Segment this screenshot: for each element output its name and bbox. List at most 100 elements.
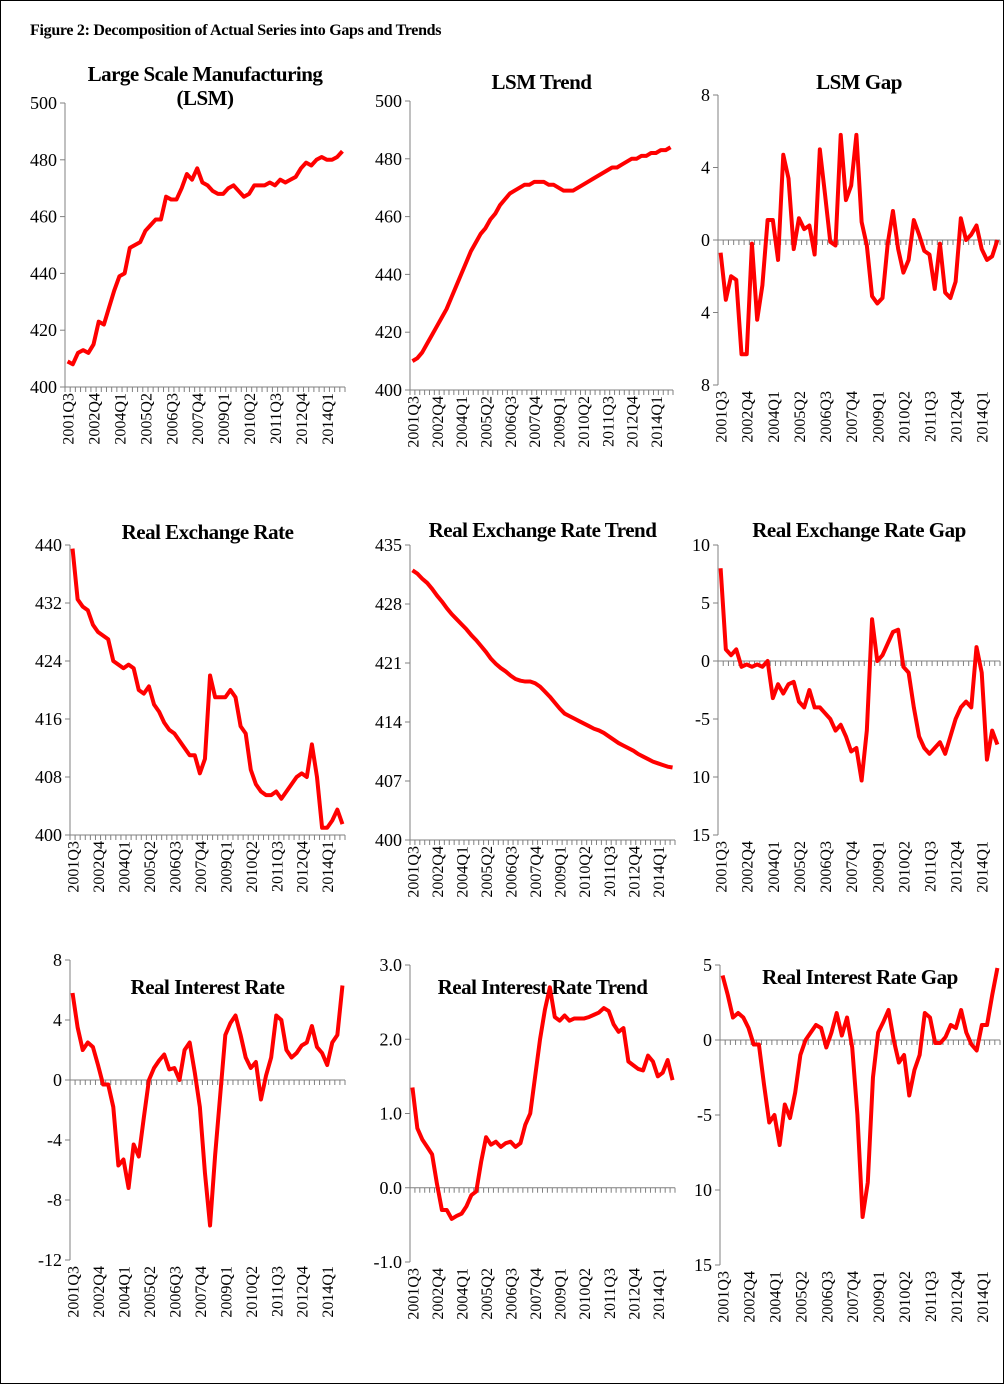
x-tick-label: 2007Q4 (528, 1268, 545, 1320)
x-tick-label: 2012Q4 (949, 841, 966, 893)
y-tick-label: -1.0 (374, 1252, 403, 1272)
x-tick-label: 2011Q3 (268, 393, 285, 444)
x-tick-label: 2014Q1 (320, 841, 337, 893)
x-tick-label: 2005Q2 (142, 1266, 159, 1318)
x-tick-label: 2012Q4 (625, 396, 642, 448)
x-tick-label: 2009Q1 (552, 396, 569, 448)
y-tick-label: 432 (35, 593, 62, 613)
x-tick-label: 2011Q3 (600, 396, 617, 447)
x-tick-label: 2007Q4 (528, 846, 545, 898)
x-tick-label: 2010Q2 (244, 841, 261, 893)
x-tick-label: 2014Q1 (651, 846, 668, 898)
x-tick-label: 2010Q2 (896, 391, 913, 443)
x-tick-label: 2006Q3 (818, 841, 835, 893)
x-tick-label: 2007Q4 (527, 396, 544, 448)
x-tick-label: 2014Q1 (649, 396, 666, 448)
y-tick-label: 420 (30, 320, 57, 340)
x-tick-label: 2010Q2 (897, 1271, 914, 1323)
x-tick-label: 2005Q2 (142, 841, 159, 893)
x-tick-label: 2010Q2 (577, 1268, 594, 1320)
chart-title: Real Interest Rate Gap (762, 965, 958, 989)
x-tick-label: 2002Q4 (91, 1266, 108, 1318)
x-tick-label: 2006Q3 (164, 393, 181, 445)
x-tick-label: 2011Q3 (923, 391, 940, 442)
x-tick-label: 2002Q4 (430, 846, 447, 898)
x-tick-label: 2010Q2 (242, 393, 259, 445)
x-tick-label: 2001Q3 (714, 391, 731, 443)
x-tick-label: 2007Q4 (193, 841, 210, 893)
x-tick-label: 2002Q4 (740, 391, 757, 443)
x-tick-label: 2006Q3 (167, 841, 184, 893)
x-tick-label: 2006Q3 (503, 396, 520, 448)
x-tick-label: 2009Q1 (871, 1271, 888, 1323)
x-tick-label: 2005Q2 (478, 396, 495, 448)
x-tick-label: 2009Q1 (218, 1266, 235, 1318)
y-tick-label: 8 (53, 950, 62, 970)
x-tick-label: 2014Q1 (975, 391, 992, 443)
x-tick-label: 2005Q2 (138, 393, 155, 445)
x-tick-label: 2002Q4 (91, 841, 108, 893)
x-tick-label: 2014Q1 (651, 1268, 668, 1320)
x-tick-label: 2012Q4 (626, 846, 643, 898)
x-tick-label: 2002Q4 (430, 396, 447, 448)
x-tick-label: 2004Q1 (766, 391, 783, 443)
y-tick-label: 428 (375, 594, 402, 614)
x-tick-label: 2007Q4 (193, 1266, 210, 1318)
y-tick-label: 440 (30, 263, 57, 283)
x-tick-label: 2011Q3 (923, 841, 940, 892)
x-tick-label: 2004Q1 (455, 846, 472, 898)
x-tick-label: 2004Q1 (766, 841, 783, 893)
chart-title: Real Exchange Rate (121, 520, 294, 544)
x-tick-label: 2011Q3 (602, 846, 619, 897)
y-tick-label: -12 (38, 1250, 62, 1270)
x-tick-label: 2006Q3 (167, 1266, 184, 1318)
x-tick-label: 2005Q2 (793, 1271, 810, 1323)
y-tick-label: 4 (701, 303, 710, 323)
x-tick-label: 2014Q1 (975, 841, 992, 893)
y-tick-label: 435 (375, 535, 402, 555)
x-tick-label: 2006Q3 (504, 846, 521, 898)
series-line (70, 985, 345, 1228)
y-tick-label: 2.0 (380, 1029, 403, 1049)
series-line (70, 548, 345, 830)
x-tick-label: 2005Q2 (792, 841, 809, 893)
series-line (718, 568, 1000, 783)
chart-title: LSM Trend (491, 70, 592, 94)
x-tick-label: 2012Q4 (626, 1268, 643, 1320)
series-line (411, 145, 672, 363)
y-tick-label: 0 (701, 230, 710, 250)
x-tick-label: 2012Q4 (949, 1271, 966, 1323)
x-tick-label: 2004Q1 (112, 393, 129, 445)
x-tick-label: 2012Q4 (294, 393, 311, 445)
x-tick-label: 2005Q2 (479, 846, 496, 898)
y-tick-label: 440 (35, 535, 62, 555)
x-tick-label: 2007Q4 (844, 841, 861, 893)
series-line (66, 149, 344, 367)
x-tick-label: 2001Q3 (66, 1266, 83, 1318)
y-tick-label: 0.0 (380, 1178, 403, 1198)
x-tick-label: 2001Q3 (716, 1271, 733, 1323)
x-tick-label: 2011Q3 (269, 841, 286, 892)
y-tick-label: 460 (30, 207, 57, 227)
y-tick-label: 15 (692, 825, 710, 845)
y-tick-label: -4 (47, 1130, 62, 1150)
y-tick-label: 10 (694, 1180, 712, 1200)
chart-title: Real Exchange Rate Trend (428, 518, 657, 542)
x-tick-label: 2011Q3 (923, 1271, 940, 1322)
x-tick-label: 2002Q4 (740, 841, 757, 893)
x-tick-label: 2010Q2 (577, 846, 594, 898)
y-tick-label: 414 (375, 712, 402, 732)
y-tick-label: -5 (695, 709, 710, 729)
x-tick-label: 2002Q4 (742, 1271, 759, 1323)
x-tick-label: 2004Q1 (454, 396, 471, 448)
x-tick-label: 2007Q4 (845, 1271, 862, 1323)
y-tick-label: 480 (30, 150, 57, 170)
series-line (718, 132, 1000, 357)
y-tick-label: 10 (692, 767, 710, 787)
x-tick-label: 2004Q1 (116, 841, 133, 893)
x-tick-label: 2010Q2 (896, 841, 913, 893)
y-tick-label: 421 (375, 653, 402, 673)
y-tick-label: 400 (375, 380, 402, 400)
y-tick-label: 400 (30, 377, 57, 397)
x-tick-label: 2001Q3 (405, 396, 422, 448)
